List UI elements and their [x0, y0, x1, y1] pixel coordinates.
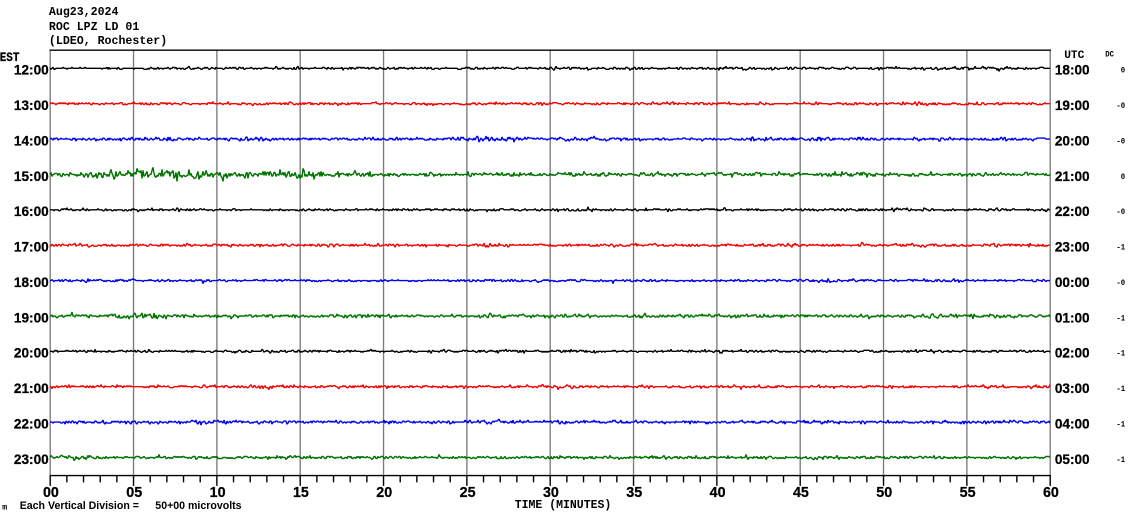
- svg-text:21:00: 21:00: [14, 381, 49, 396]
- svg-text:-1: -1: [1116, 420, 1125, 430]
- svg-text:20: 20: [376, 485, 392, 501]
- svg-text:01:00: 01:00: [1055, 310, 1090, 325]
- svg-text:05: 05: [126, 485, 142, 501]
- svg-text:22:00: 22:00: [1055, 204, 1090, 219]
- svg-text:-1: -1: [1116, 349, 1125, 359]
- svg-text:-0: -0: [1116, 102, 1125, 112]
- svg-text:30: 30: [543, 485, 559, 501]
- svg-text:55: 55: [960, 485, 976, 501]
- svg-text:18:00: 18:00: [14, 275, 49, 290]
- svg-text:ROC LPZ LD 01: ROC LPZ LD 01: [49, 21, 139, 34]
- svg-text:-1: -1: [1116, 314, 1125, 324]
- svg-text:(LDEO, Rochester): (LDEO, Rochester): [49, 35, 167, 48]
- svg-text:0: 0: [1121, 172, 1126, 182]
- svg-text:35: 35: [626, 485, 642, 501]
- svg-text:EST: EST: [0, 50, 19, 65]
- svg-text:19:00: 19:00: [14, 310, 49, 325]
- svg-text:Aug23,2024: Aug23,2024: [49, 6, 119, 19]
- svg-text:00:00: 00:00: [1055, 275, 1090, 290]
- svg-text:60: 60: [1043, 485, 1059, 501]
- svg-text:12:00: 12:00: [14, 63, 49, 78]
- svg-text:-1: -1: [1116, 385, 1125, 395]
- svg-text:20:00: 20:00: [14, 346, 49, 361]
- svg-text:23:00: 23:00: [14, 452, 49, 467]
- svg-text:17:00: 17:00: [14, 240, 49, 255]
- svg-text:Each Vertical Division =: Each Vertical Division =: [20, 500, 139, 512]
- svg-text:m: m: [2, 503, 7, 512]
- svg-text:04:00: 04:00: [1055, 416, 1090, 431]
- svg-text:10: 10: [210, 485, 226, 501]
- svg-text:-0: -0: [1116, 208, 1125, 218]
- svg-text:-0: -0: [1116, 137, 1125, 147]
- svg-text:-0: -0: [1116, 279, 1125, 289]
- svg-text:15: 15: [293, 485, 309, 501]
- svg-text:50+00 microvolts: 50+00 microvolts: [155, 500, 241, 512]
- svg-text:22:00: 22:00: [14, 416, 49, 431]
- svg-text:00: 00: [43, 485, 59, 501]
- svg-text:21:00: 21:00: [1055, 169, 1090, 184]
- svg-text:40: 40: [710, 485, 726, 501]
- svg-text:16:00: 16:00: [14, 204, 49, 219]
- svg-text:18:00: 18:00: [1055, 63, 1090, 78]
- svg-text:-1: -1: [1116, 456, 1125, 466]
- svg-text:UTC: UTC: [1064, 50, 1084, 62]
- svg-text:03:00: 03:00: [1055, 381, 1090, 396]
- svg-text:13:00: 13:00: [14, 98, 49, 113]
- svg-text:02:00: 02:00: [1055, 346, 1090, 361]
- svg-text:23:00: 23:00: [1055, 240, 1090, 255]
- svg-text:05:00: 05:00: [1055, 452, 1090, 467]
- svg-text:0: 0: [1121, 66, 1126, 76]
- svg-text:45: 45: [793, 485, 809, 501]
- svg-text:25: 25: [460, 485, 476, 501]
- svg-text:-1: -1: [1116, 243, 1125, 253]
- svg-text:14:00: 14:00: [14, 133, 49, 148]
- svg-text:19:00: 19:00: [1055, 98, 1090, 113]
- svg-text:DC: DC: [1105, 50, 1114, 60]
- svg-text:20:00: 20:00: [1055, 133, 1090, 148]
- svg-text:TIME (MINUTES): TIME (MINUTES): [515, 499, 612, 512]
- svg-text:50: 50: [876, 485, 892, 501]
- svg-text:15:00: 15:00: [14, 169, 49, 184]
